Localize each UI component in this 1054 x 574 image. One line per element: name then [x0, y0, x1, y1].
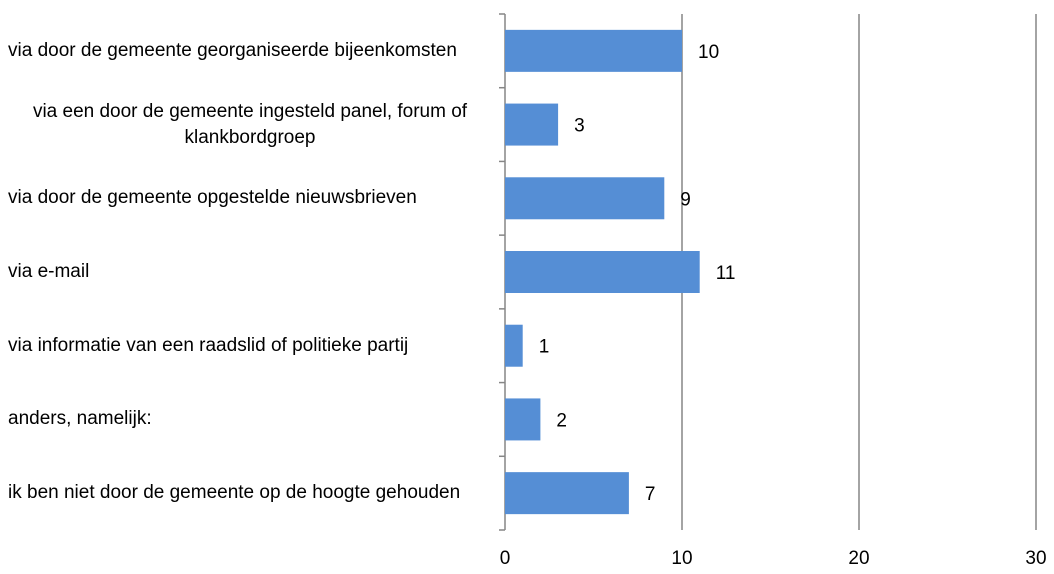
value-label: 1: [539, 337, 550, 358]
x-tick-label: 10: [671, 548, 692, 569]
y-tick-label: via door de gemeente opgestelde nieuwsbr…: [8, 187, 417, 209]
y-tick-label-box: anders, namelijk:: [8, 379, 492, 459]
value-label: 10: [698, 42, 719, 63]
y-tick-label-box: via e-mail: [8, 232, 492, 312]
bar: [505, 29, 682, 72]
y-tick-label-box: ik ben niet door de gemeente op de hoogt…: [8, 453, 492, 533]
value-label: 2: [556, 410, 567, 431]
y-tick-label-box: via informatie van een raadslid of polit…: [8, 306, 492, 386]
y-tick-label-box: via een door de gemeente ingesteld panel…: [8, 85, 492, 165]
bar: [505, 177, 665, 220]
y-tick-label-box: via door de gemeente opgestelde nieuwsbr…: [8, 158, 492, 238]
y-tick-label: via door de gemeente georganiseerde bije…: [8, 39, 457, 61]
value-label: 11: [716, 263, 736, 284]
value-label: 7: [645, 484, 656, 505]
x-tick-label: 20: [848, 548, 869, 569]
bar: [505, 324, 523, 367]
bar: [505, 472, 629, 515]
y-tick-label: via een door de gemeente ingesteld panel…: [32, 100, 468, 148]
bar: [505, 398, 541, 441]
y-tick-label-box: via door de gemeente georganiseerde bije…: [8, 11, 492, 91]
x-tick-label: 30: [1025, 548, 1046, 569]
y-tick-label: ik ben niet door de gemeente op de hoogt…: [8, 482, 461, 504]
value-label: 9: [680, 189, 691, 210]
bar: [505, 103, 559, 146]
y-tick-label: via e-mail: [8, 261, 90, 282]
bar: [505, 251, 700, 293]
x-tick-label: 0: [500, 548, 511, 569]
y-tick-label: via informatie van een raadslid of polit…: [8, 334, 409, 356]
value-label: 3: [574, 116, 585, 137]
y-tick-label: anders, namelijk:: [8, 408, 152, 430]
